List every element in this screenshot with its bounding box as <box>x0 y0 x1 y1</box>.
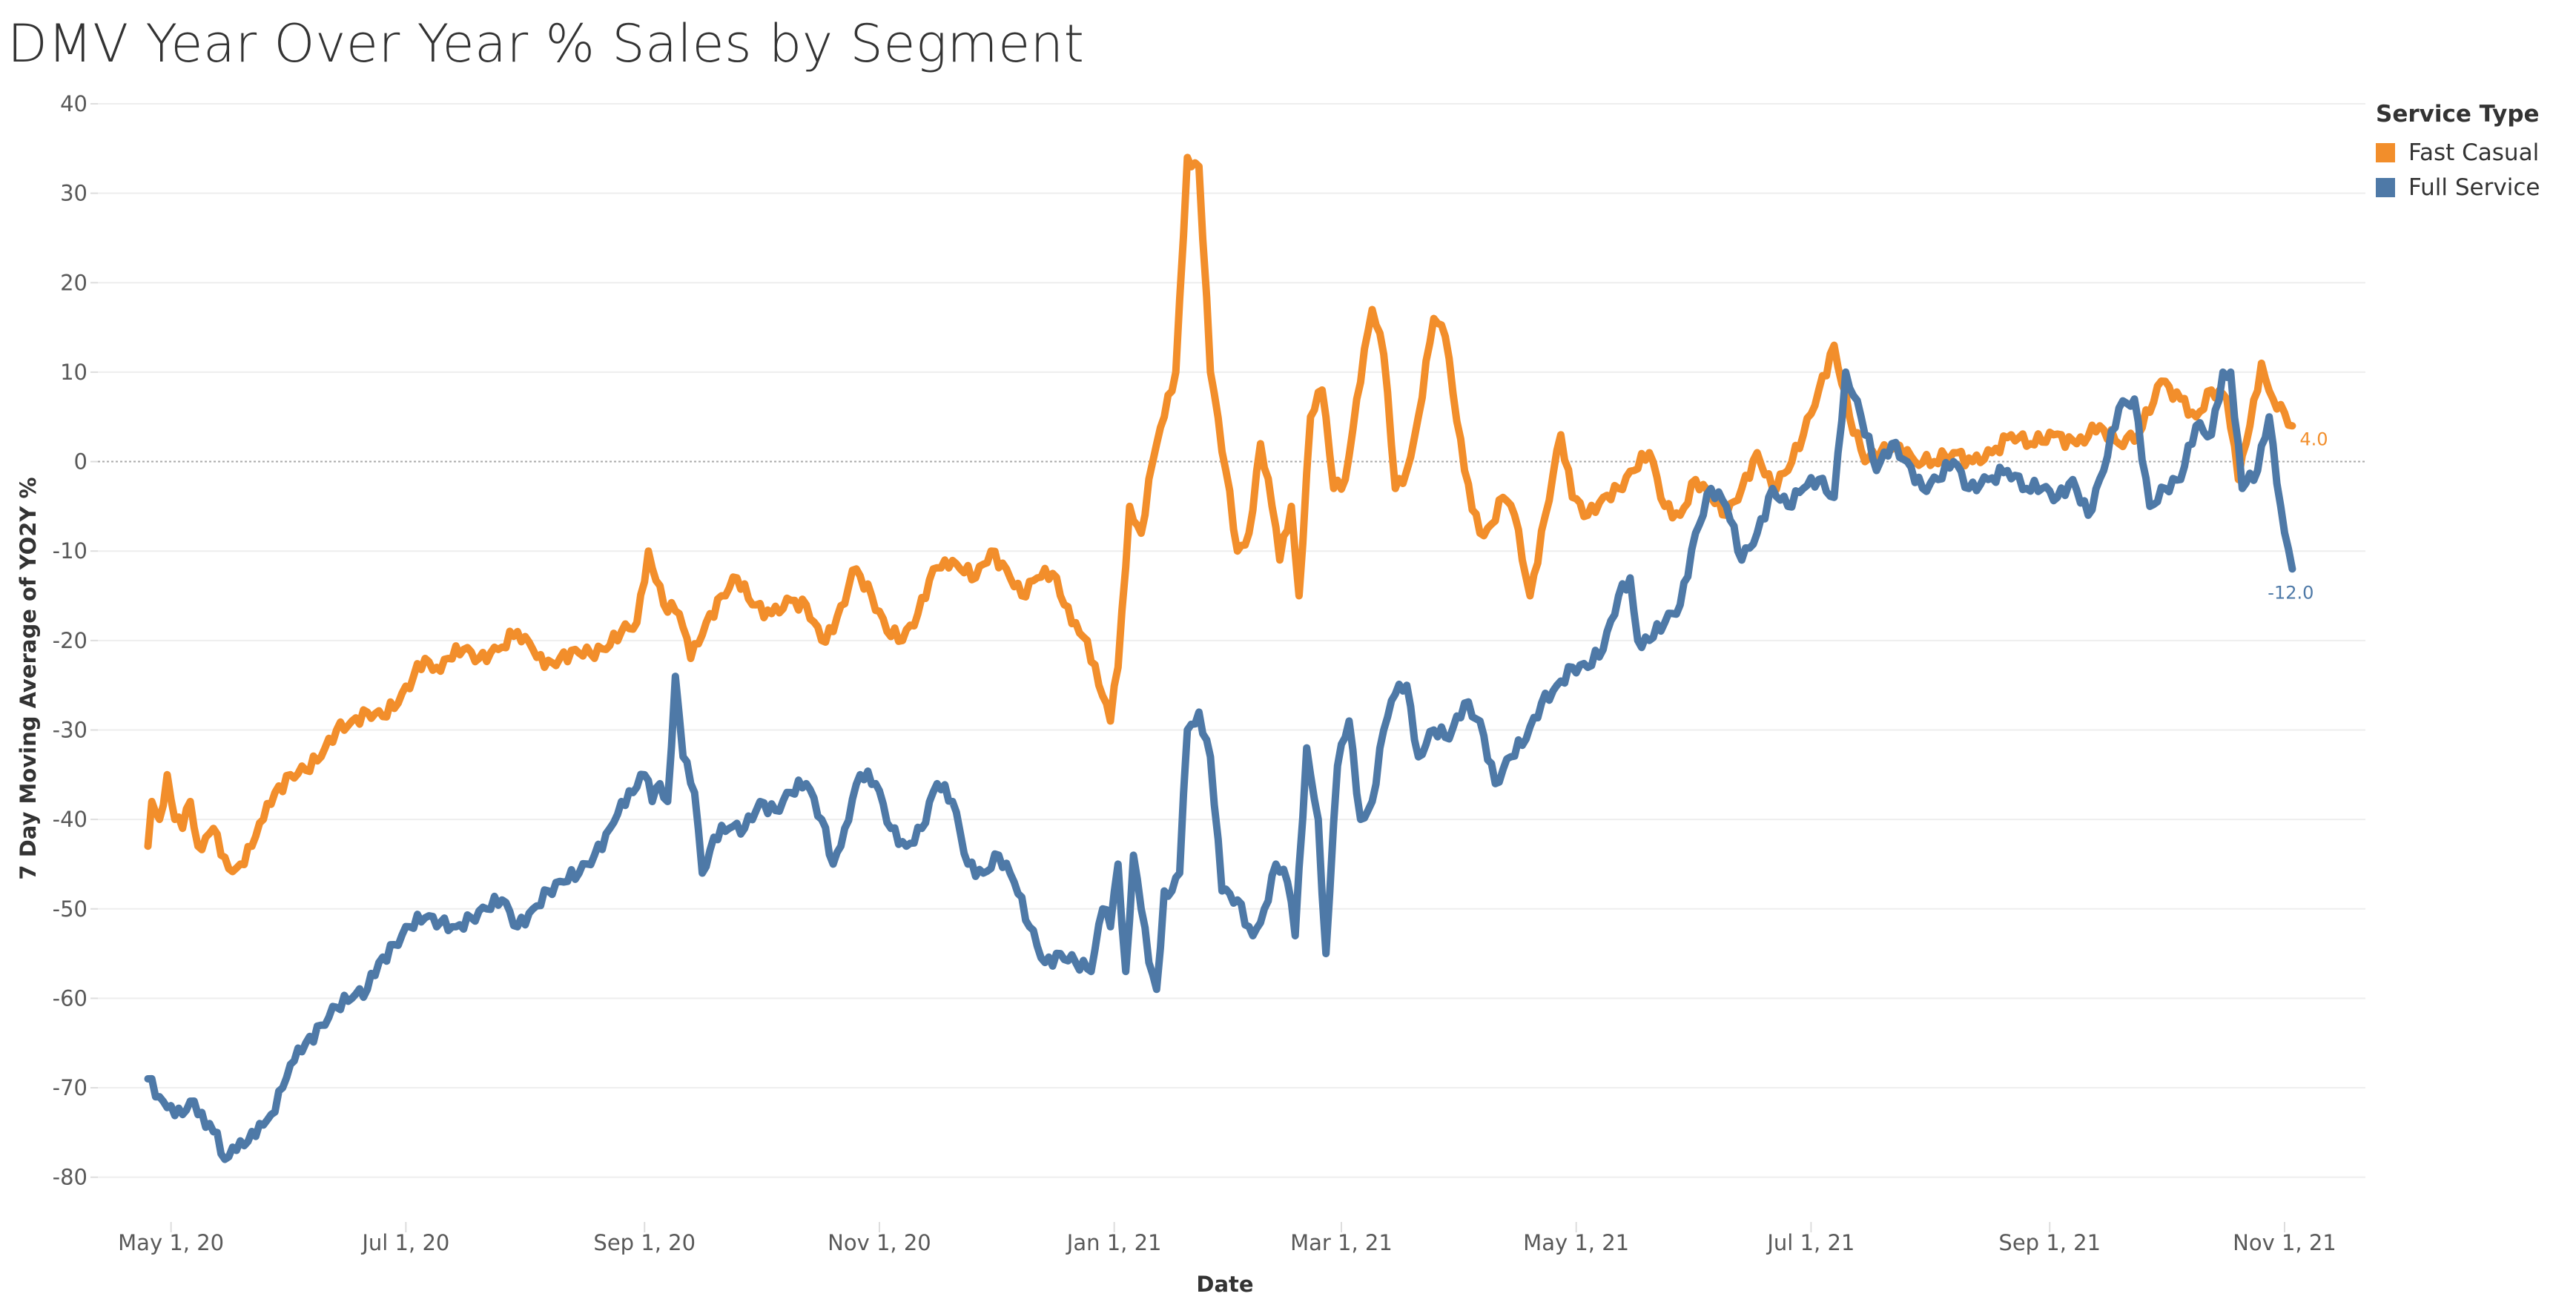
y-tick-label: -70 <box>53 1075 87 1100</box>
y-tick-label: 10 <box>60 360 87 385</box>
y-tick-label: 0 <box>74 449 87 475</box>
y-tick-label: -30 <box>53 717 87 742</box>
x-tick-label: Nov 1, 21 <box>2233 1230 2336 1255</box>
x-tick-label: Jul 1, 21 <box>1766 1230 1855 1255</box>
x-tick-label: Mar 1, 21 <box>1290 1230 1393 1255</box>
legend-swatch-full-service <box>2376 177 2395 197</box>
y-tick-label: 40 <box>60 91 87 116</box>
legend-title: Service Type <box>2376 101 2540 128</box>
legend-label-fast-casual: Fast Casual <box>2408 139 2540 166</box>
legend: Service Type Fast Casual Full Service <box>2376 101 2540 205</box>
y-tick-label: -40 <box>53 807 87 832</box>
x-tick-label: May 1, 21 <box>1523 1230 1629 1255</box>
x-tick-label: Sep 1, 21 <box>1998 1230 2101 1255</box>
y-tick-label: -60 <box>53 985 87 1011</box>
series-line-fast-casual[interactable] <box>144 153 2296 876</box>
y-tick-label: -20 <box>53 628 87 653</box>
y-tick-label: 30 <box>60 181 87 206</box>
gridlines <box>98 103 2365 1178</box>
y-tick-label: -10 <box>53 538 87 564</box>
series-lines <box>144 153 2296 1163</box>
y-axis-ticks: 40 30 20 10 0 -10 -20 -30 -40 -50 -60 -70 -80 <box>53 91 98 1190</box>
x-axis-title: Date <box>1196 1272 1253 1297</box>
x-tick-label: Sep 1, 20 <box>593 1230 696 1255</box>
end-label-fast-casual: 4.0 <box>2299 429 2328 449</box>
x-axis-ticks: May 1, 20 Jul 1, 20 Sep 1, 20 Nov 1, 20 Jan … <box>118 1222 2336 1255</box>
x-tick-label: Jan 1, 21 <box>1066 1230 1162 1255</box>
x-tick-label: May 1, 20 <box>118 1230 224 1255</box>
x-tick-label: Nov 1, 20 <box>828 1230 931 1255</box>
legend-label-full-service: Full Service <box>2408 174 2540 201</box>
legend-item-full-service[interactable]: Full Service <box>2376 170 2540 205</box>
x-tick-label: Jul 1, 20 <box>360 1230 449 1255</box>
y-tick-label: 20 <box>60 270 87 295</box>
end-label-full-service: -12.0 <box>2268 582 2314 603</box>
legend-swatch-fast-casual <box>2376 142 2395 162</box>
y-axis-title: 7 Day Moving Average of YO2Y % <box>16 477 41 879</box>
legend-item-fast-casual[interactable]: Fast Casual <box>2376 135 2540 170</box>
y-tick-label: -50 <box>53 896 87 922</box>
chart-title: DMV Year Over Year % Sales by Segment <box>7 13 1085 74</box>
series-line-full-service[interactable] <box>144 368 2296 1163</box>
y-tick-label: -80 <box>53 1165 87 1190</box>
end-labels: 4.0 -12.0 <box>2268 429 2328 603</box>
